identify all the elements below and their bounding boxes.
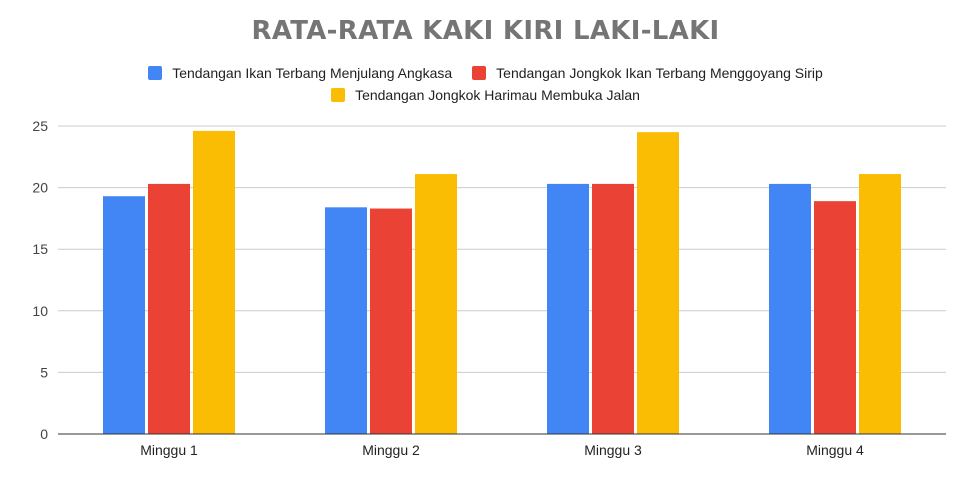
bar-series-3-3 [637,132,679,434]
bar-series-1-1 [103,196,145,434]
y-tick-label-0: 0 [40,426,48,442]
y-tick-label-25: 25 [32,118,48,134]
bar-series-3-1 [193,130,235,435]
bar-series-1-2 [325,207,367,434]
x-tick-label-3: Minggu 3 [584,442,642,458]
x-tick-label-4: Minggu 4 [806,442,864,458]
chart-title: RATA-RATA KAKI KIRI LAKI-LAKI [251,16,720,46]
legend-row-1: Tendangan Ikan Terbang Menjulang Angkasa… [0,62,971,84]
bar-series-2-4 [814,201,856,434]
x-tick-label-2: Minggu 2 [362,442,420,458]
bar-series-2-2 [370,208,412,434]
legend-item-series-2[interactable]: Tendangan Jongkok Ikan Terbang Menggoyan… [472,65,823,81]
legend-swatch-series-1 [148,66,163,80]
legend-label-series-1: Tendangan Ikan Terbang Menjulang Angkasa [172,65,453,81]
bar-series-3-2 [415,174,457,434]
x-tick-label-1: Minggu 1 [140,442,198,458]
legend: Tendangan Ikan Terbang Menjulang Angkasa… [0,62,971,106]
legend-item-series-3[interactable]: Tendangan Jongkok Harimau Membuka Jalan [331,87,640,103]
bar-series-1-4 [769,183,811,434]
y-tick-label-10: 10 [32,303,48,319]
bar-series-2-1 [148,183,190,434]
bar-series-2-3 [592,183,634,434]
legend-row-2: Tendangan Jongkok Harimau Membuka Jalan [0,84,971,106]
bar-series-1-3 [547,183,589,434]
legend-label-series-3: Tendangan Jongkok Harimau Membuka Jalan [355,87,640,103]
y-tick-label-15: 15 [32,241,48,257]
y-tick-label-5: 5 [40,364,48,380]
legend-swatch-series-2 [472,66,487,80]
legend-label-series-2: Tendangan Jongkok Ikan Terbang Menggoyan… [496,65,823,81]
legend-swatch-series-3 [331,88,346,102]
legend-item-series-1[interactable]: Tendangan Ikan Terbang Menjulang Angkasa [148,65,452,81]
bar-series-3-4 [859,174,901,434]
y-tick-label-20: 20 [32,180,48,196]
